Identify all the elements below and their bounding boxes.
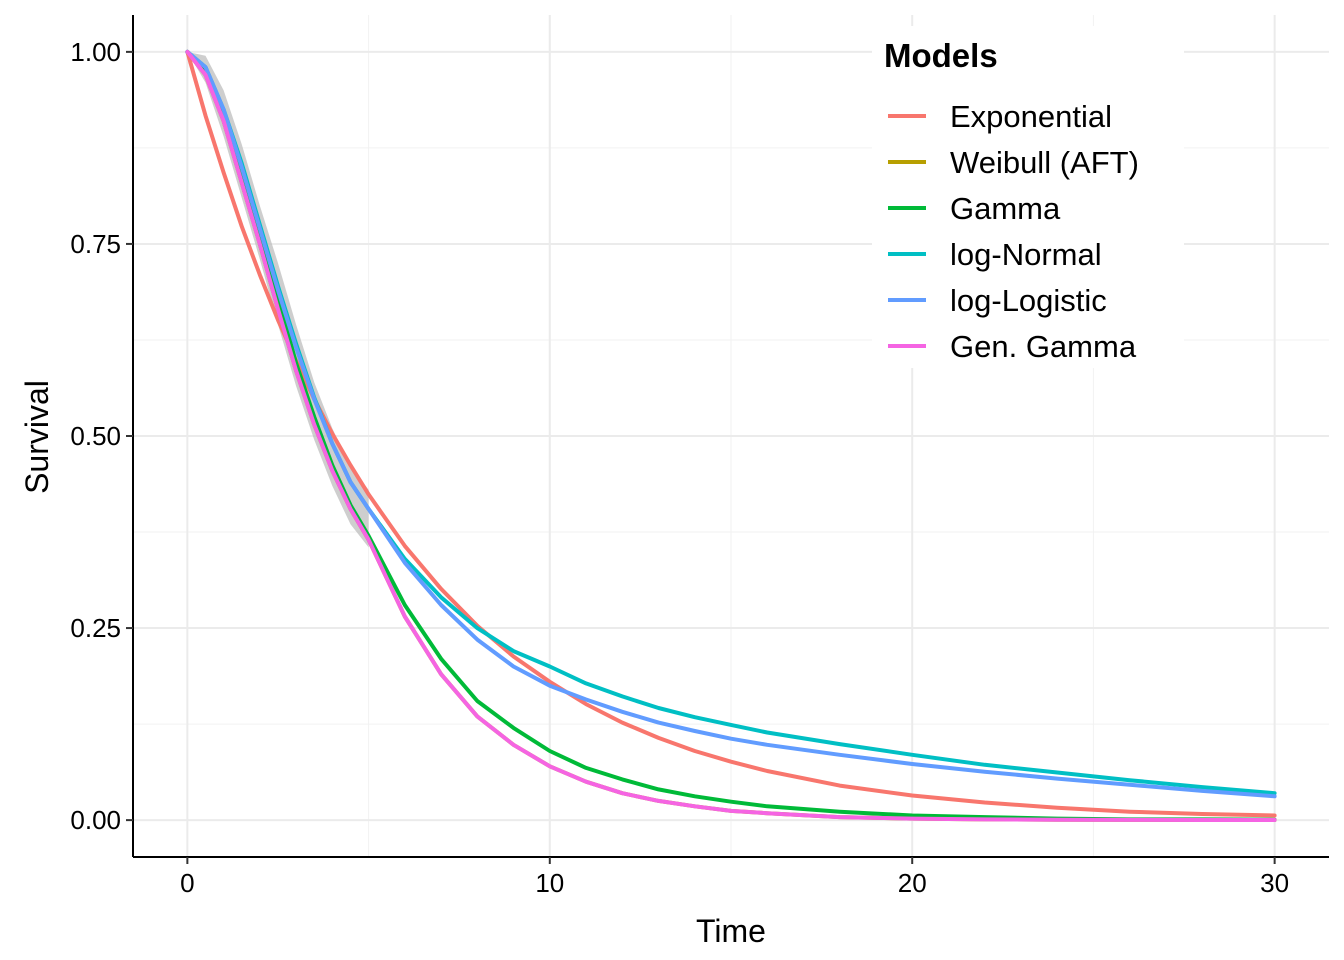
legend: Models Exponential Weibull (AFT) Gamma log-… [872,26,1184,368]
x-axis-title: Time [696,913,766,949]
series-line-log-logistic [185,49,1277,799]
legend-label: Gamma [950,191,1061,226]
tick-labels: 0 10 20 30 0.00 0.25 0.50 0.75 1.00 [70,37,1289,898]
y-tick-label: 1.00 [70,37,121,67]
y-tick-label: 0.25 [70,613,121,643]
y-tick-label: 0.50 [70,421,121,451]
legend-label: Exponential [950,99,1112,134]
legend-label: Weibull (AFT) [950,145,1139,180]
x-tick-label: 30 [1260,868,1289,898]
legend-title: Models [884,37,998,74]
series-lines [185,49,1277,822]
legend-items: Exponential Weibull (AFT) Gamma log-Normal l… [888,99,1139,364]
x-tick-label: 20 [898,868,927,898]
series-line-gen-gamma [185,49,1277,822]
legend-label: log-Logistic [950,283,1107,318]
legend-label: log-Normal [950,237,1102,272]
legend-background [872,26,1184,368]
x-tick-label: 0 [180,868,194,898]
y-axis-title: Survival [19,380,55,494]
x-tick-label: 10 [535,868,564,898]
series-line-exponential [185,49,1277,818]
legend-label: Gen. Gamma [950,329,1137,364]
y-tick-label: 0.75 [70,229,121,259]
y-tick-label: 0.00 [70,805,121,835]
